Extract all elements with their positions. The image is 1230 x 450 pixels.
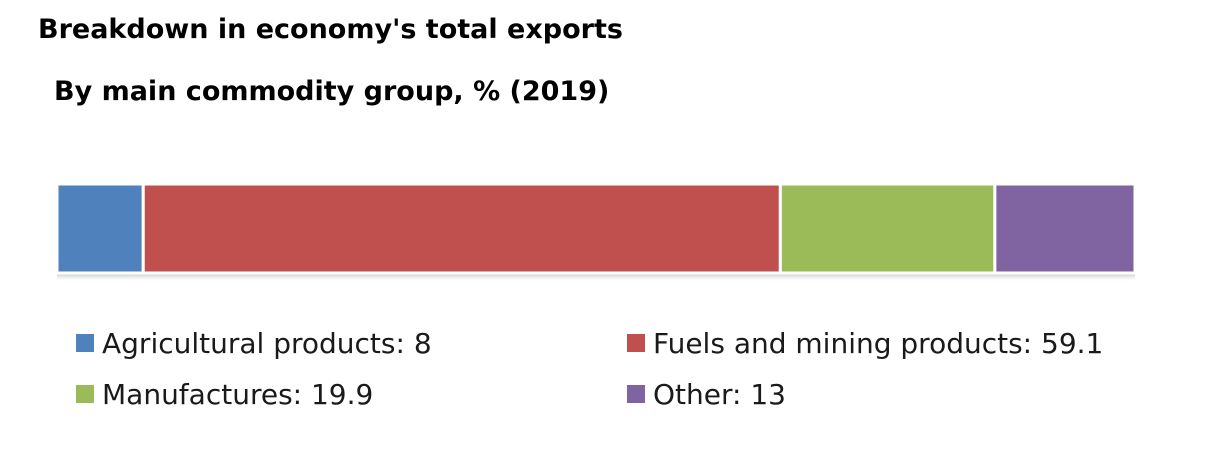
bar-segment-fuels-and-mining-products xyxy=(141,182,782,275)
legend-swatch-agricultural-products xyxy=(76,334,94,352)
bar-segment-other xyxy=(993,182,1137,275)
legend: Agricultural products: 8 Fuels and mining… xyxy=(76,327,1103,411)
legend-label-fuels-and-mining-products: Fuels and mining products: 59.1 xyxy=(653,327,1103,360)
legend-label-other: Other: 13 xyxy=(653,378,786,411)
bar-shadow xyxy=(57,273,1135,282)
bar-segment-manufactures xyxy=(778,182,997,275)
bar-segments xyxy=(55,182,1137,275)
legend-swatch-other xyxy=(627,385,645,403)
legend-label-agricultural-products: Agricultural products: 8 xyxy=(102,327,432,360)
bar-segment-agricultural-products xyxy=(55,182,145,275)
legend-swatch-fuels-and-mining-products xyxy=(627,334,645,352)
chart-subtitle: By main commodity group, % (2019) xyxy=(54,76,610,107)
legend-label-manufactures: Manufactures: 19.9 xyxy=(102,378,373,411)
legend-swatch-manufactures xyxy=(76,385,94,403)
chart-title: Breakdown in economy's total exports xyxy=(38,14,623,45)
